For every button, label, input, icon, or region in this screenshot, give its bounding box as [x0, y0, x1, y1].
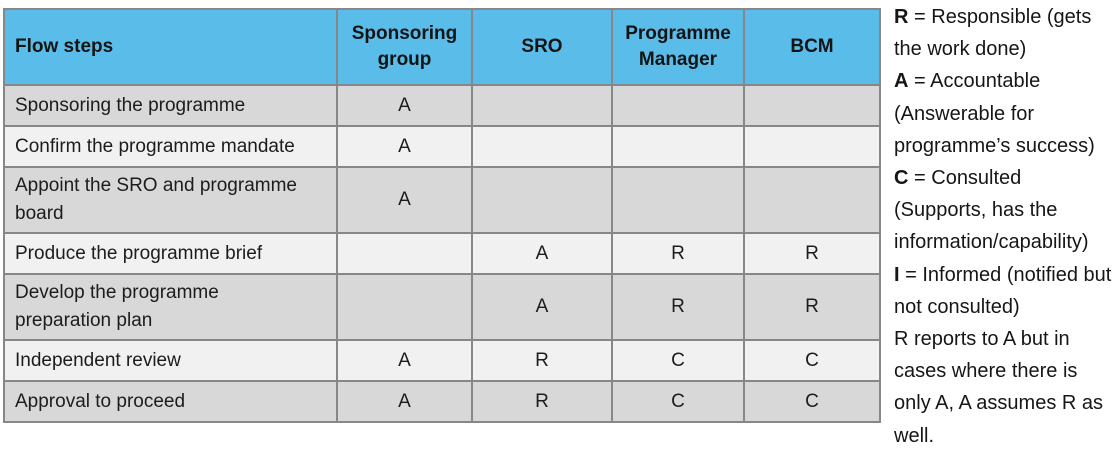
header-bcm: BCM: [743, 8, 881, 86]
raci-cell: [611, 125, 745, 168]
row-step-label: Appoint the SRO and programme board: [3, 166, 338, 234]
row-step-label: Confirm the programme mandate: [3, 125, 338, 168]
table-row: Develop the programme preparation plan A…: [3, 273, 881, 341]
header-programme-manager: Programme Manager: [611, 8, 745, 86]
raci-cell: [471, 84, 613, 127]
header-flow-steps: Flow steps: [3, 8, 338, 86]
legend-text: = Informed (notified but not consulted): [894, 263, 1112, 318]
legend-key: C: [894, 167, 909, 190]
raci-cell: C: [743, 339, 881, 382]
raci-cell: R: [611, 232, 745, 275]
legend-item-accountable: A = Accountable (Answerable for programm…: [894, 65, 1114, 162]
table-row: Independent review A R C C: [3, 339, 881, 382]
table-header-row: Flow steps Sponsoring group SRO Programm…: [3, 8, 881, 86]
raci-cell: C: [611, 339, 745, 382]
raci-legend: R = Responsible (gets the work done) A =…: [894, 1, 1114, 452]
raci-cell: C: [611, 380, 745, 423]
legend-text: = Accountable (Answerable for programme’…: [894, 70, 1095, 157]
raci-table: Flow steps Sponsoring group SRO Programm…: [3, 8, 881, 423]
raci-cell: [743, 84, 881, 127]
legend-note: R reports to A but in cases where there …: [894, 328, 1103, 447]
raci-cell: A: [336, 339, 473, 382]
legend-text: = Responsible (gets the work done): [894, 6, 1092, 61]
header-sponsoring-group: Sponsoring group: [336, 8, 473, 86]
raci-cell: [471, 125, 613, 168]
raci-cell: [743, 166, 881, 234]
raci-cell: [471, 166, 613, 234]
table-row: Confirm the programme mandate A: [3, 125, 881, 168]
row-step-label: Sponsoring the programme: [3, 84, 338, 127]
legend-item-informed: I = Informed (notified but not consulted…: [894, 259, 1114, 323]
raci-cell: [336, 273, 473, 341]
raci-cell: [743, 125, 881, 168]
raci-cell: A: [471, 273, 613, 341]
raci-cell: [611, 166, 745, 234]
raci-cell: A: [336, 166, 473, 234]
header-sro: SRO: [471, 8, 613, 86]
raci-cell: R: [611, 273, 745, 341]
raci-cell: A: [336, 84, 473, 127]
table-row: Sponsoring the programme A: [3, 84, 881, 127]
legend-text: = Consulted (Supports, has the informati…: [894, 167, 1089, 254]
raci-cell: A: [336, 380, 473, 423]
raci-cell: [611, 84, 745, 127]
legend-item-responsible: R = Responsible (gets the work done): [894, 1, 1114, 65]
row-step-label: Produce the programme brief: [3, 232, 338, 275]
row-step-label: Develop the programme preparation plan: [3, 273, 338, 341]
raci-cell: R: [471, 339, 613, 382]
raci-cell: R: [743, 273, 881, 341]
table-row: Appoint the SRO and programme board A: [3, 166, 881, 234]
raci-cell: [336, 232, 473, 275]
raci-cell: A: [336, 125, 473, 168]
legend-key: I: [894, 263, 900, 286]
legend-item-consulted: C = Consulted (Supports, has the informa…: [894, 162, 1114, 259]
raci-cell: A: [471, 232, 613, 275]
legend-key: R: [894, 6, 909, 28]
legend-key: A: [894, 70, 909, 93]
raci-cell: C: [743, 380, 881, 423]
table-row: Produce the programme brief A R R: [3, 232, 881, 275]
raci-cell: R: [471, 380, 613, 423]
row-step-label: Independent review: [3, 339, 338, 382]
raci-cell: R: [743, 232, 881, 275]
row-step-label: Approval to proceed: [3, 380, 338, 423]
table-row: Approval to proceed A R C C: [3, 380, 881, 423]
